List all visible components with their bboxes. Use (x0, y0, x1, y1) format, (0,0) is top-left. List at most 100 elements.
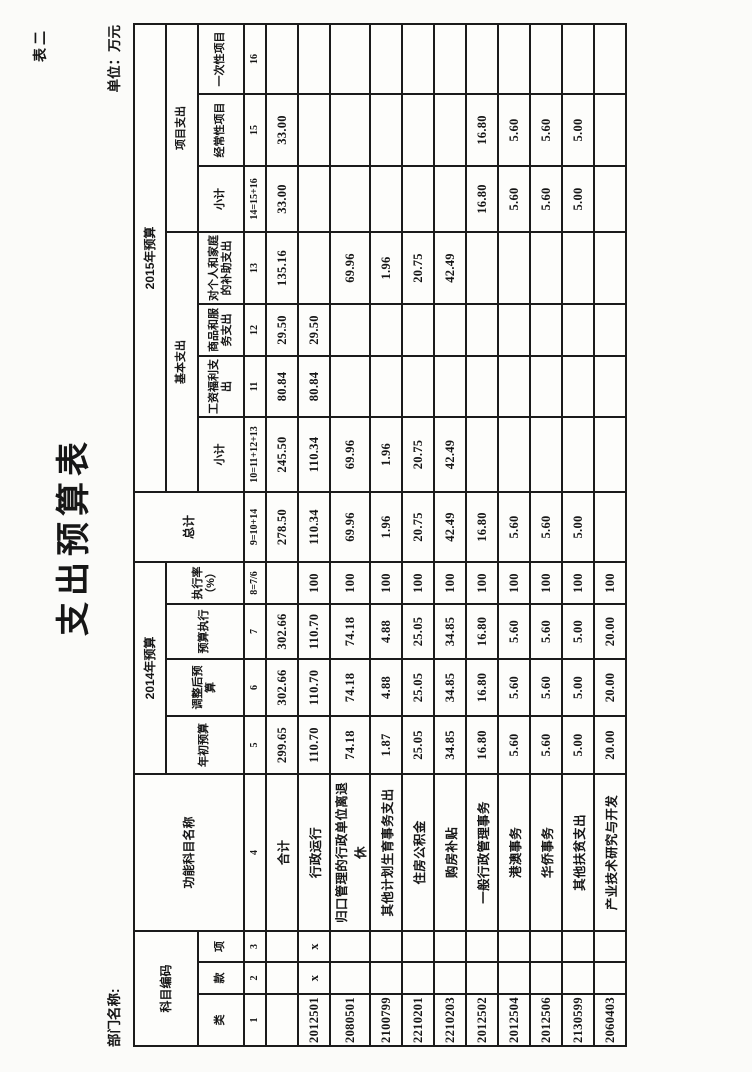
cell-r11-c4: 产业技术研究与开发 (594, 773, 626, 931)
cell-r11-c14 (594, 165, 626, 232)
header-recurring-projects: 经常性项目 (198, 93, 244, 166)
cell-r3-c12 (330, 303, 370, 356)
cell-r6-c8: 100 (434, 561, 466, 604)
cell-r6-c14 (434, 165, 466, 232)
col-number-11: 11 (244, 355, 266, 417)
cell-r11-c3 (594, 930, 626, 962)
header-project-subtotal: 小计 (198, 165, 244, 232)
cell-r1-c15: 33.00 (266, 93, 298, 166)
cell-r10-c1: 2130599 (562, 994, 594, 1046)
cell-r3-c6: 74.18 (330, 658, 370, 716)
header-code-item: 项 (198, 930, 244, 962)
cell-r8-c11 (498, 355, 530, 417)
table-row: 2012502 一般行政管理事务 16.80 16.80 16.80 100 16.80 16… (466, 23, 498, 1046)
table-body: 合计 299.65 302.66 302.66 278.50 245.50 80.84 29.… (266, 23, 626, 1046)
department-name-label: 部门名称: (107, 988, 122, 1048)
cell-r4-c8: 100 (370, 561, 402, 604)
cell-r7-c15: 16.80 (466, 93, 498, 166)
col-number-1: 1 (244, 994, 266, 1046)
col-number-14: 14=15+16 (244, 165, 266, 232)
cell-r4-c14 (370, 165, 402, 232)
cell-r11-c10 (594, 416, 626, 492)
cell-r8-c16 (498, 23, 530, 94)
header-code-class: 类 (198, 994, 244, 1046)
cell-r4-c9: 1.96 (370, 491, 402, 562)
table-row: 合计 299.65 302.66 302.66 278.50 245.50 80.84 29.… (266, 23, 298, 1046)
cell-r11-c13 (594, 231, 626, 304)
cell-r11-c9 (594, 491, 626, 562)
table-row: 2210201 住房公积金 25.05 25.05 25.05 100 20.75 20.75… (402, 23, 434, 1046)
table-row: 2012504 港澳事务 5.60 5.60 5.60 100 5.60 5.60 5.60 (498, 23, 530, 1046)
cell-r5-c13: 20.75 (402, 231, 434, 304)
cell-r2-c7: 110.70 (298, 603, 330, 659)
cell-r10-c2 (562, 962, 594, 994)
cell-r8-c12 (498, 303, 530, 356)
cell-r2-c4: 行政运行 (298, 773, 330, 931)
header-project-expenditure: 项目支出 (166, 23, 198, 232)
cell-r7-c5: 16.80 (466, 715, 498, 774)
cell-r5-c7: 25.05 (402, 603, 434, 659)
table-header: 科目编码 功能科目名称 2014年预算 总计 2015年预算 年初预算 调整后预… (134, 23, 266, 1046)
header-adjusted-budget: 调整后预算 (166, 658, 244, 716)
cell-r2-c12: 29.50 (298, 303, 330, 356)
header-2014-budget: 2014年预算 (134, 561, 166, 774)
cell-r9-c12 (530, 303, 562, 356)
col-number-2: 2 (244, 962, 266, 994)
meta-row: 部门名称: 单位：万元 (103, 25, 123, 1047)
cell-r8-c3 (498, 930, 530, 962)
cell-r7-c12 (466, 303, 498, 356)
cell-r5-c10: 20.75 (402, 416, 434, 492)
header-grand-total: 总计 (134, 491, 244, 562)
header-budget-execution: 预算执行 (166, 603, 244, 659)
cell-r2-c3: x (298, 930, 330, 962)
table-row: 2210203 购房补贴 34.85 34.85 34.85 100 42.49 42.49 4… (434, 23, 466, 1046)
header-code-section: 款 (198, 962, 244, 994)
cell-r4-c1: 2100799 (370, 994, 402, 1046)
cell-r4-c6: 4.88 (370, 658, 402, 716)
cell-r9-c8: 100 (530, 561, 562, 604)
col-number-15: 15 (244, 93, 266, 166)
cell-r9-c13 (530, 231, 562, 304)
cell-r2-c2: x (298, 962, 330, 994)
cell-r5-c5: 25.05 (402, 715, 434, 774)
header-row-numbers: 1 2 3 4 5 6 7 8=7/6 9=10+14 10=11+12+13 … (244, 23, 266, 1046)
cell-r3-c4: 归口管理的行政单位离退休 (330, 773, 370, 931)
cell-r8-c9: 5.60 (498, 491, 530, 562)
cell-r10-c8: 100 (562, 561, 594, 604)
cell-r1-c1 (266, 994, 298, 1046)
col-number-6: 6 (244, 658, 266, 716)
cell-r5-c8: 100 (402, 561, 434, 604)
header-basic-expenditure: 基本支出 (166, 231, 198, 492)
cell-r5-c2 (402, 962, 434, 994)
cell-r3-c2 (330, 962, 370, 994)
cell-r11-c15 (594, 93, 626, 166)
cell-r8-c13 (498, 231, 530, 304)
cell-r8-c15: 5.60 (498, 93, 530, 166)
cell-r3-c7: 74.18 (330, 603, 370, 659)
cell-r2-c1: 2012501 (298, 994, 330, 1046)
cell-r3-c3 (330, 930, 370, 962)
cell-r6-c4: 购房补贴 (434, 773, 466, 931)
cell-r5-c12 (402, 303, 434, 356)
col-number-12: 12 (244, 303, 266, 356)
cell-r5-c6: 25.05 (402, 658, 434, 716)
cell-r6-c10: 42.49 (434, 416, 466, 492)
table-row: 2080501 归口管理的行政单位离退休 74.18 74.18 74.18 100 69.… (330, 23, 370, 1046)
table-row: 2012501 x x 行政运行 110.70 110.70 110.70 100 110.34… (298, 23, 330, 1046)
cell-r9-c14: 5.60 (530, 165, 562, 232)
cell-r10-c5: 5.00 (562, 715, 594, 774)
cell-r3-c14 (330, 165, 370, 232)
cell-r2-c6: 110.70 (298, 658, 330, 716)
cell-r5-c11 (402, 355, 434, 417)
header-wages-benefits: 工资福利支出 (198, 355, 244, 417)
cell-r7-c2 (466, 962, 498, 994)
cell-r2-c10: 110.34 (298, 416, 330, 492)
cell-r5-c14 (402, 165, 434, 232)
cell-r2-c15 (298, 93, 330, 166)
header-basic-subtotal: 小计 (198, 416, 244, 492)
unit-label: 单位：万元 (107, 25, 122, 93)
cell-r7-c1: 2012502 (466, 994, 498, 1046)
cell-r9-c1: 2012506 (530, 994, 562, 1046)
cell-r5-c9: 20.75 (402, 491, 434, 562)
